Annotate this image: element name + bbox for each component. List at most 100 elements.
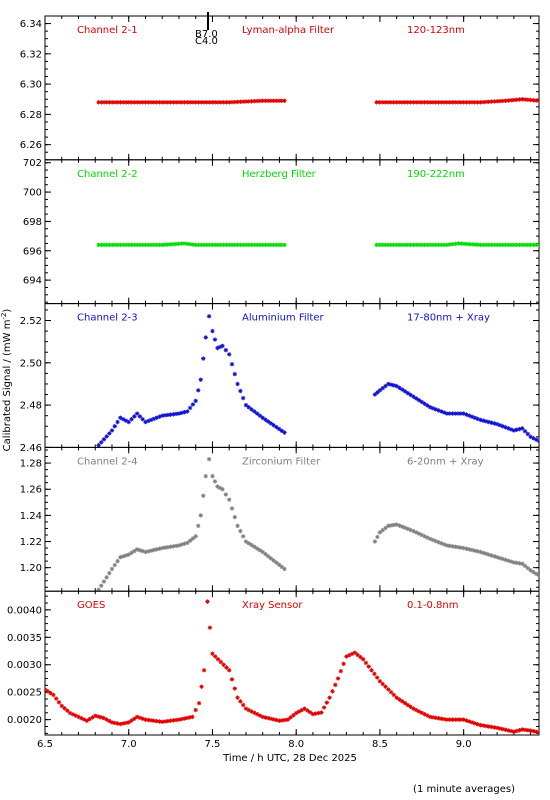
data-point	[84, 718, 90, 723]
data-point	[458, 411, 464, 416]
data-point	[115, 419, 120, 425]
data-point	[112, 242, 118, 248]
data-point	[271, 558, 276, 563]
data-point	[193, 100, 198, 105]
data-point	[115, 558, 120, 564]
data-point	[494, 99, 500, 104]
data-point	[232, 686, 237, 691]
data-point	[193, 534, 198, 539]
data-point	[246, 707, 251, 713]
data-point	[221, 662, 226, 667]
data-point	[282, 98, 287, 103]
data-point	[190, 536, 196, 541]
data-point	[235, 523, 240, 529]
data-point	[249, 709, 254, 714]
data-point	[134, 100, 140, 105]
data-point	[246, 405, 251, 410]
data-point	[227, 100, 232, 105]
data-point	[355, 652, 360, 658]
data-point	[154, 415, 159, 420]
data-point	[497, 555, 503, 561]
data-point	[413, 396, 419, 401]
data-point	[500, 242, 505, 248]
data-point	[101, 715, 106, 721]
data-point	[176, 411, 182, 416]
data-point	[160, 100, 165, 105]
data-point	[531, 242, 536, 248]
data-point	[436, 539, 441, 545]
band-label: 0.1-0.8nm	[407, 600, 459, 611]
data-point	[402, 100, 408, 105]
data-point	[450, 100, 455, 105]
data-point	[467, 413, 472, 418]
y-tick-label: 702	[23, 158, 42, 169]
data-point	[316, 710, 321, 716]
data-point	[520, 242, 525, 248]
data-point	[196, 700, 202, 706]
data-point	[252, 98, 257, 104]
data-point	[223, 347, 229, 353]
data-point	[179, 716, 184, 722]
data-point	[486, 552, 491, 557]
data-point	[291, 713, 296, 718]
data-point	[425, 713, 430, 718]
data-point	[162, 100, 168, 105]
data-point	[143, 419, 148, 425]
data-point	[215, 345, 220, 351]
data-point	[56, 700, 62, 705]
data-point	[254, 98, 260, 104]
data-point	[176, 543, 182, 548]
data-point	[444, 717, 450, 722]
data-point	[458, 545, 464, 550]
panel-5: 0.0020 0.0025 0.0030 0.0035 0.0040 GOES Xray S…	[7, 590, 540, 750]
data-point	[235, 99, 240, 105]
data-point	[285, 717, 291, 722]
data-point	[528, 728, 533, 733]
data-point	[450, 411, 455, 416]
data-point	[480, 99, 486, 105]
data-point	[380, 100, 385, 105]
data-point	[110, 242, 115, 248]
data-point	[391, 692, 397, 698]
data-point	[210, 328, 215, 334]
data-point	[70, 712, 76, 717]
y-axis-label: Calibrated Signal / (mW m-2)	[0, 309, 13, 452]
data-point	[271, 422, 276, 428]
data-point	[296, 709, 302, 714]
data-point	[121, 100, 126, 105]
data-point	[190, 714, 195, 720]
data-point	[427, 405, 433, 410]
data-point	[151, 100, 157, 105]
data-point	[506, 558, 511, 563]
data-point	[508, 242, 514, 248]
data-point	[260, 415, 265, 420]
data-point	[419, 399, 424, 405]
data-point	[118, 555, 123, 560]
data-point	[478, 417, 483, 423]
data-point	[483, 551, 489, 556]
data-point	[104, 242, 110, 248]
data-point	[99, 100, 104, 105]
data-point	[511, 560, 517, 565]
data-point	[185, 100, 190, 105]
data-point	[96, 587, 101, 592]
data-point	[263, 98, 268, 103]
data-point	[137, 242, 143, 248]
panel-frame	[44, 446, 540, 592]
data-point	[441, 716, 447, 722]
data-point	[419, 100, 424, 105]
y-axis-label-main: Calibrated Signal / (mW m	[2, 320, 13, 452]
y-tick-label: 0.0040	[7, 605, 42, 616]
data-point	[517, 728, 522, 733]
data-point	[204, 100, 210, 105]
data-point	[413, 530, 419, 535]
data-point	[377, 100, 382, 105]
data-point	[90, 715, 95, 720]
data-point	[497, 98, 503, 104]
data-point	[433, 715, 438, 721]
data-point	[416, 531, 422, 536]
panel-frame	[44, 590, 540, 736]
data-point	[385, 100, 391, 105]
data-point	[400, 524, 405, 529]
